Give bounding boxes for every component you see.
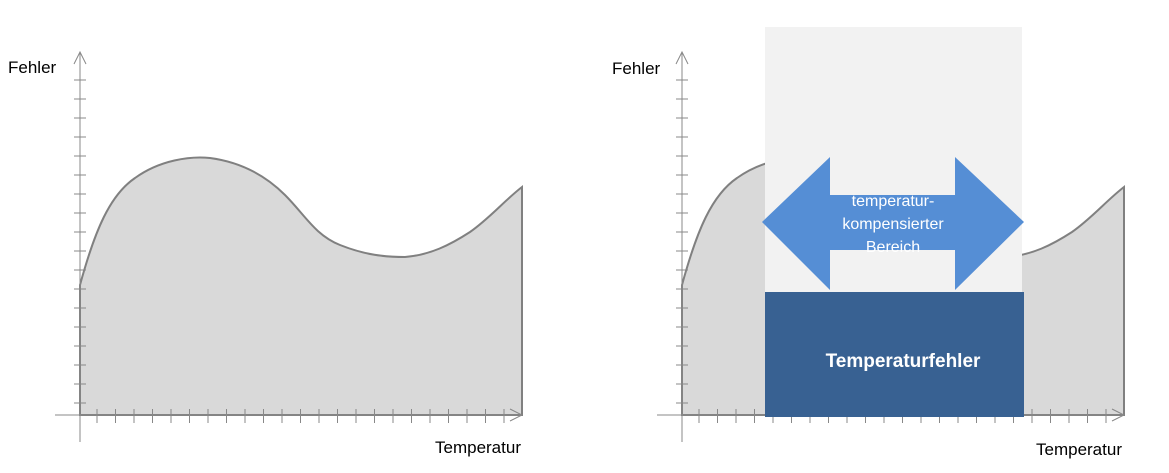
temperature-error-box xyxy=(765,292,1024,417)
error-curve xyxy=(79,156,523,416)
y-axis-label: Fehler xyxy=(612,59,661,78)
x-arrowhead xyxy=(509,408,524,422)
region-label: Bereich xyxy=(866,239,920,256)
error-label: Temperaturfehler xyxy=(826,351,981,372)
region-label: temperatur- xyxy=(852,193,935,210)
x-axis-label: Temperatur xyxy=(435,438,521,457)
x-arrowhead xyxy=(1111,408,1126,422)
panel-right: temperatur- kompensierter Bereich Temper… xyxy=(612,27,1126,459)
double-arrow xyxy=(762,157,1024,290)
axes xyxy=(55,50,524,442)
y-arrowhead xyxy=(73,50,87,65)
y-axis-label: Fehler xyxy=(8,58,57,77)
region-label: kompensierter xyxy=(842,216,944,233)
x-axis-label: Temperatur xyxy=(1036,440,1122,459)
y-arrowhead xyxy=(675,50,689,65)
panel-left: Fehler Temperatur xyxy=(8,50,524,457)
